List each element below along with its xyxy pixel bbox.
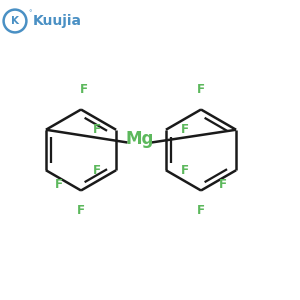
Text: F: F bbox=[93, 123, 101, 136]
Text: F: F bbox=[55, 178, 63, 191]
Text: F: F bbox=[181, 164, 189, 177]
Text: F: F bbox=[219, 178, 227, 191]
Text: Kuujia: Kuujia bbox=[33, 14, 82, 28]
Text: F: F bbox=[181, 123, 189, 136]
Text: K: K bbox=[11, 16, 19, 26]
Text: F: F bbox=[197, 204, 205, 217]
Text: °: ° bbox=[28, 10, 31, 16]
Text: F: F bbox=[77, 204, 85, 217]
Text: F: F bbox=[197, 83, 205, 96]
Text: F: F bbox=[93, 164, 101, 177]
Text: F: F bbox=[80, 83, 88, 96]
Text: Mg: Mg bbox=[125, 130, 154, 148]
